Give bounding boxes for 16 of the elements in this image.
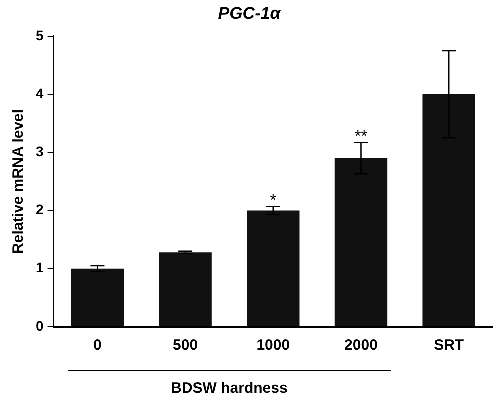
- annotation: *: [270, 192, 277, 210]
- x-axis-title: BDSW hardness: [170, 380, 289, 397]
- annotation: **: [355, 128, 368, 146]
- y-axis-title: Relative mRNA level: [10, 109, 28, 254]
- x-tick-label: SRT: [434, 337, 464, 354]
- y-tick-label: 2: [36, 202, 44, 218]
- x-tick-label: 0: [94, 337, 102, 354]
- x-tick-label: 500: [173, 337, 198, 354]
- y-tick-label: 3: [36, 144, 44, 160]
- x-tick-label: 1000: [256, 337, 290, 354]
- y-tick-label: 0: [36, 318, 44, 334]
- chart-title: PGC-1α: [218, 4, 282, 23]
- x-tick-label: 2000: [344, 337, 378, 354]
- y-tick-label: 5: [36, 27, 44, 44]
- y-tick-label: 1: [36, 260, 44, 276]
- y-tick-label: 4: [36, 85, 44, 102]
